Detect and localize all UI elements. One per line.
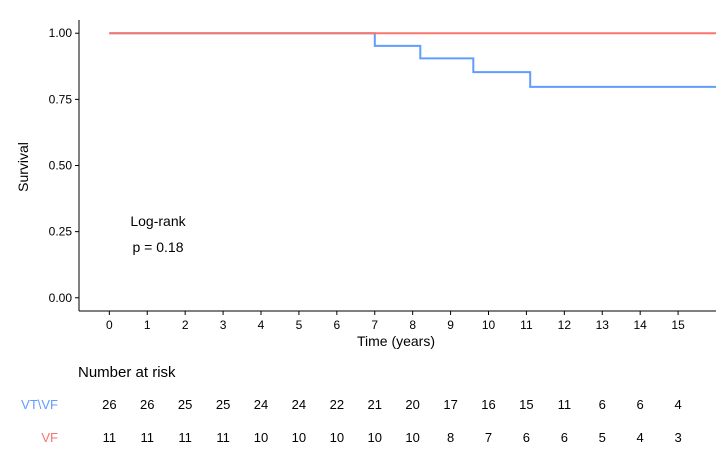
x-tick-label: 9 — [447, 318, 454, 332]
risk-count: 10 — [292, 430, 306, 445]
x-tick-label: 6 — [333, 318, 340, 332]
risk-count: 24 — [292, 397, 306, 412]
x-tick-label: 2 — [182, 318, 189, 332]
risk-count: 10 — [405, 430, 419, 445]
x-tick-label: 1 — [144, 318, 151, 332]
risk-count: 16 — [481, 397, 495, 412]
risk-count: 4 — [637, 430, 644, 445]
risk-count: 11 — [103, 430, 117, 445]
risk-count: 15 — [519, 397, 533, 412]
y-tick-label: 1.00 — [49, 26, 73, 40]
y-tick-label: 0.00 — [49, 291, 73, 305]
x-tick-label: 0 — [106, 318, 113, 332]
risk-count: 26 — [140, 397, 154, 412]
risk-count: 3 — [674, 430, 681, 445]
x-tick-label: 14 — [633, 318, 647, 332]
x-tick-label: 13 — [596, 318, 610, 332]
risk-count: 5 — [599, 430, 606, 445]
risk-count: 11 — [216, 430, 230, 445]
plot-area: 0.000.250.500.751.000 1 2 3 4 5 6 7 8 9 10 11 12 13 14… — [49, 20, 716, 332]
risk-count: 11 — [141, 430, 155, 445]
risk-count: 11 — [178, 430, 192, 445]
x-tick-label: 8 — [409, 318, 416, 332]
y-tick-label: 0.25 — [49, 225, 73, 239]
y-axis-label: Survival — [15, 142, 31, 192]
y-tick-label: 0.75 — [49, 92, 73, 106]
p-value-label: p = 0.18 — [133, 239, 184, 255]
risk-count: 22 — [330, 397, 344, 412]
risk-count: 10 — [254, 430, 268, 445]
risk-count: 20 — [405, 397, 419, 412]
risk-count: 6 — [599, 397, 606, 412]
x-tick-label: 4 — [258, 318, 265, 332]
x-tick-label: 7 — [371, 318, 378, 332]
log-rank-label: Log-rank — [130, 213, 186, 229]
y-tick-label: 0.50 — [49, 159, 73, 173]
risk-count: 8 — [447, 430, 454, 445]
x-axis-label: Time (years) — [357, 333, 435, 349]
risk-count: 17 — [443, 397, 457, 412]
risk-count: 6 — [523, 430, 530, 445]
risk-table-title: Number at risk — [78, 364, 176, 381]
risk-count: 7 — [485, 430, 492, 445]
risk-row-label: VT\VF — [21, 397, 58, 412]
x-tick-label: 5 — [296, 318, 303, 332]
risk-count: 11 — [558, 397, 572, 412]
x-tick-label: 10 — [482, 318, 496, 332]
x-tick-label: 11 — [520, 318, 533, 332]
risk-row-label: VF — [41, 430, 58, 445]
risk-count: 4 — [674, 397, 681, 412]
risk-table: VT\VF 26 26 25 25 24 24 22 21 20 17 16 15 11 6 6 4 VF 11 11… — [21, 397, 682, 445]
risk-count: 24 — [254, 397, 268, 412]
risk-count: 10 — [330, 430, 344, 445]
risk-count: 6 — [637, 397, 644, 412]
x-tick-label: 12 — [558, 318, 572, 332]
survival-curve-vtvf — [109, 32, 716, 88]
risk-count: 6 — [561, 430, 568, 445]
risk-count: 21 — [368, 397, 382, 412]
risk-count: 26 — [102, 397, 116, 412]
risk-count: 10 — [368, 430, 382, 445]
risk-count: 25 — [216, 397, 230, 412]
x-tick-label: 15 — [671, 318, 685, 332]
risk-count: 25 — [178, 397, 192, 412]
x-tick-label: 3 — [220, 318, 227, 332]
